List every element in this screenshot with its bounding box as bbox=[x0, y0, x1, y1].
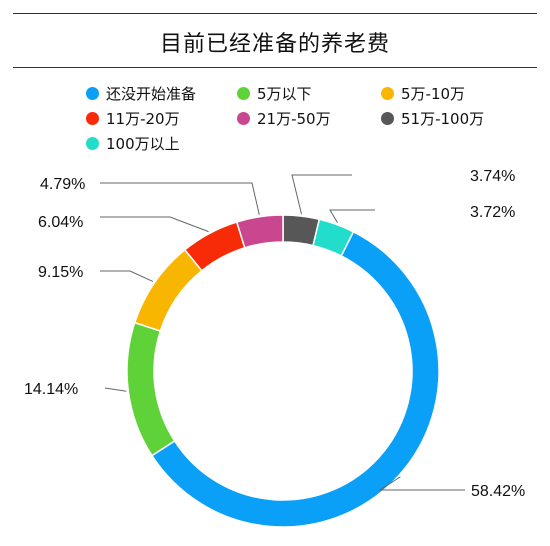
legend-swatch bbox=[381, 112, 394, 125]
slice-percent-label: 14.14% bbox=[24, 381, 78, 398]
legend-swatch bbox=[237, 87, 250, 100]
legend-swatch bbox=[86, 137, 99, 150]
top-rule bbox=[13, 13, 537, 14]
slice-percent-label: 6.04% bbox=[38, 214, 83, 231]
donut-slice bbox=[235, 214, 284, 249]
chart-legend: 还没开始准备 5万以下 5万-10万 11万-20万 21万-50万 51万-100万 10… bbox=[0, 0, 550, 170]
legend-item: 还没开始准备 bbox=[86, 83, 196, 104]
title-underline bbox=[13, 67, 537, 68]
legend-item: 51万-100万 bbox=[381, 108, 484, 129]
legend-label: 5万-10万 bbox=[401, 85, 466, 103]
leader-line bbox=[291, 174, 352, 215]
legend-item: 21万-50万 bbox=[237, 108, 331, 129]
legend-item: 11万-20万 bbox=[86, 108, 180, 129]
legend-label: 11万-20万 bbox=[106, 110, 180, 128]
legend-swatch bbox=[86, 112, 99, 125]
leader-line bbox=[100, 216, 209, 233]
legend-swatch bbox=[381, 87, 394, 100]
legend-item: 5万-10万 bbox=[381, 83, 465, 104]
legend-swatch bbox=[237, 112, 250, 125]
chart-title: 目前已经准备的养老费 bbox=[159, 32, 390, 57]
legend-label: 51万-100万 bbox=[401, 110, 485, 128]
leader-line bbox=[378, 476, 465, 491]
donut-slice bbox=[133, 248, 203, 332]
legend-label: 21万-50万 bbox=[257, 110, 331, 128]
leader-line bbox=[100, 270, 154, 282]
legend-label: 还没开始准备 bbox=[106, 85, 197, 103]
legend-label: 100万以上 bbox=[106, 135, 180, 153]
slice-percent-label: 58.42% bbox=[471, 483, 525, 500]
legend-label: 5万以下 bbox=[257, 85, 312, 103]
leader-line bbox=[329, 209, 375, 223]
slice-percent-label: 3.74% bbox=[470, 168, 515, 185]
leader-line bbox=[104, 387, 127, 392]
slice-percent-label: 3.72% bbox=[470, 204, 515, 221]
legend-item: 5万以下 bbox=[237, 83, 312, 104]
donut-slice bbox=[150, 230, 440, 528]
slice-percent-label: 9.15% bbox=[38, 264, 83, 281]
donut-slice bbox=[126, 321, 176, 457]
legend-swatch bbox=[86, 87, 99, 100]
legend-item: 100万以上 bbox=[86, 133, 180, 154]
leader-line bbox=[100, 182, 260, 215]
slice-percent-label: 4.79% bbox=[40, 176, 85, 193]
